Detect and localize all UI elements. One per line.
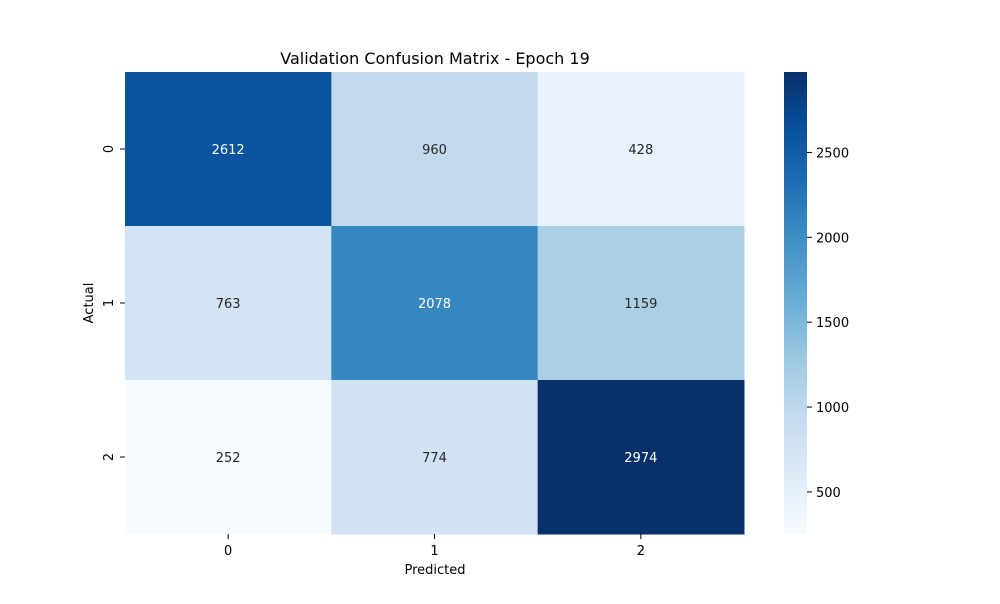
cell-value-2-2: 2974	[624, 451, 657, 466]
cell-value-2-1: 774	[422, 451, 447, 466]
cell-value-2-0: 252	[216, 451, 241, 466]
x-axis-ticks: 0 1 2	[224, 534, 645, 559]
heatmap-cell-0-0	[125, 72, 332, 227]
colorbar-tick-label-4: 2500	[816, 146, 849, 161]
cell-value-0-2: 428	[628, 143, 653, 158]
colorbar-tick-label-0: 500	[816, 486, 841, 501]
heatmap-cells	[125, 72, 745, 535]
heatmap-cell-1-1	[331, 226, 539, 381]
x-tick-label-2: 2	[637, 544, 645, 559]
heatmap-cell-2-1	[331, 380, 539, 535]
heatmap-cell-0-2	[537, 72, 745, 227]
y-axis-ticks: 0 1 2	[102, 145, 125, 461]
cell-value-1-2: 1159	[624, 297, 657, 312]
y-axis-label: Actual	[82, 283, 97, 324]
y-tick-label-0: 0	[102, 145, 117, 153]
colorbar-tick-label-2: 1500	[816, 316, 849, 331]
y-tick-label-2: 2	[102, 453, 117, 461]
y-tick-label-1: 1	[102, 299, 117, 307]
x-axis-label: Predicted	[404, 563, 465, 578]
heatmap-cell-2-0	[125, 380, 332, 535]
colorbar	[784, 72, 807, 534]
heatmap-cell-2-2	[537, 380, 745, 535]
cell-value-1-0: 763	[216, 297, 241, 312]
x-tick-label-1: 1	[430, 544, 438, 559]
heatmap-cell-1-2	[537, 226, 745, 381]
colorbar-ticks: 500 1000 1500 2000 2500	[807, 146, 849, 501]
cell-value-1-1: 2078	[418, 297, 451, 312]
cell-value-0-0: 2612	[212, 143, 245, 158]
colorbar-tick-label-3: 2000	[816, 231, 849, 246]
cell-annotations: 2612 960 428 763 2078 1159 252 774 2974	[212, 143, 658, 466]
cell-value-0-1: 960	[422, 143, 447, 158]
heatmap-cell-1-0	[125, 226, 332, 381]
heatmap-cell-0-1	[331, 72, 539, 227]
chart-title: Validation Confusion Matrix - Epoch 19	[280, 49, 590, 68]
colorbar-tick-label-1: 1000	[816, 401, 849, 416]
x-tick-label-0: 0	[224, 544, 232, 559]
